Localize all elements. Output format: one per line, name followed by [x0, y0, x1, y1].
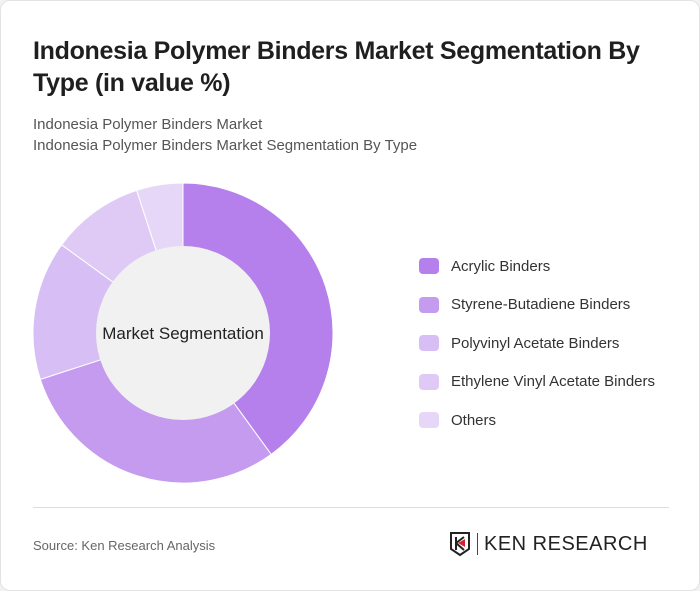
donut-center	[96, 246, 270, 420]
subtitle-segmentation: Indonesia Polymer Binders Market Segment…	[33, 137, 418, 154]
legend-label: Ethylene Vinyl Acetate Binders	[451, 373, 656, 391]
divider	[33, 507, 669, 508]
legend-swatch	[419, 373, 439, 390]
legend-swatch	[419, 258, 439, 275]
donut-chart: Market Segmentation	[32, 182, 334, 484]
legend-item[interactable]: Ethylene Vinyl Acetate Binders	[419, 363, 655, 402]
legend-label: Styrene-Butadiene Binders	[451, 296, 631, 314]
legend-item[interactable]: Acrylic Binders	[419, 247, 655, 286]
legend-label: Others	[451, 411, 497, 429]
legend-swatch	[419, 335, 439, 352]
legend: Acrylic Binders Styrene-Butadiene Binder…	[419, 247, 655, 440]
subtitle-market: Indonesia Polymer Binders Market	[33, 116, 263, 133]
center-label: Market Segmentation	[102, 324, 264, 343]
logo-divider	[477, 533, 478, 555]
legend-label: Acrylic Binders	[451, 257, 551, 275]
chart-title: Indonesia Polymer Binders Market Segment…	[33, 37, 640, 97]
logo-text: KEN RESEARCH	[484, 532, 648, 555]
legend-item[interactable]: Others	[419, 401, 655, 440]
legend-label: Polyvinyl Acetate Binders	[451, 334, 620, 352]
logo-shield-icon	[450, 532, 470, 557]
legend-swatch	[419, 296, 439, 313]
source-note: Source: Ken Research Analysis	[33, 538, 216, 553]
legend-item[interactable]: Styrene-Butadiene Binders	[419, 286, 655, 325]
legend-swatch	[419, 412, 439, 429]
ken-research-logo: KEN RESEARCH	[449, 531, 648, 557]
legend-item[interactable]: Polyvinyl Acetate Binders	[419, 324, 655, 363]
